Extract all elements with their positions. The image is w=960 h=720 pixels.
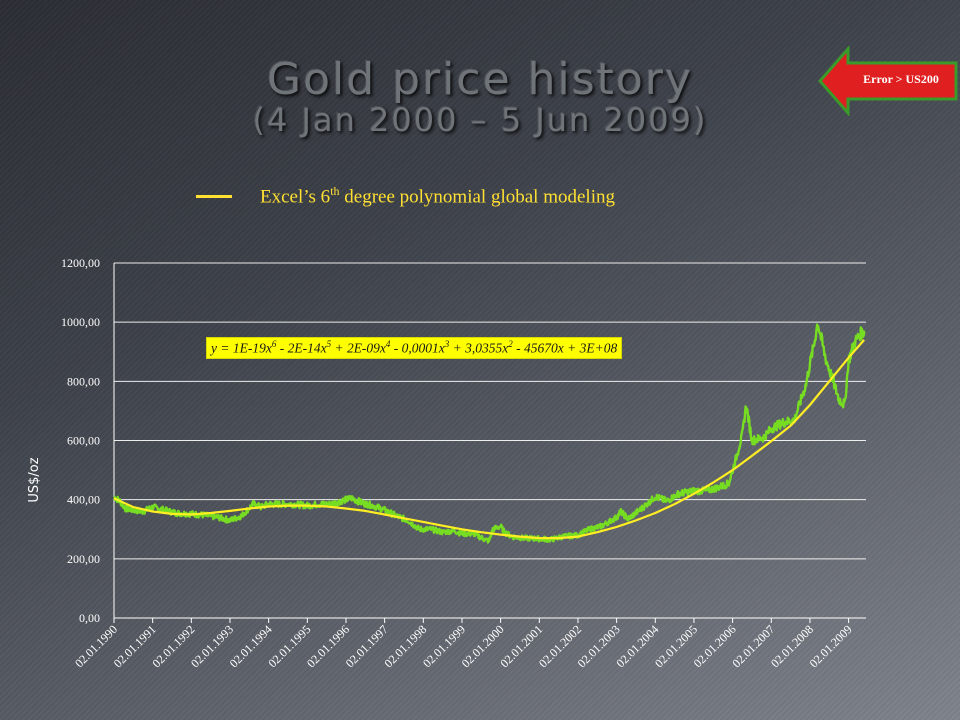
slide-title: Gold price history (4 Jan 2000 – 5 Jun 2…	[150, 54, 810, 139]
x-tick-label: 02.01.2009	[807, 622, 855, 670]
y-tick-label: 0,00	[79, 611, 100, 625]
error-nav-label: Error > US200	[863, 72, 939, 86]
left-arrow-icon	[818, 46, 958, 116]
trendline-legend-swatch	[196, 194, 232, 198]
y-tick-label: 200,00	[67, 552, 100, 566]
trendline-equation: y = 1E-19x6 - 2E-14x5 + 2E-09x4 - 0,0001…	[206, 337, 623, 359]
y-tick-label: 1200,00	[61, 256, 100, 270]
subtitle-text: Excel’s 6th degree polynomial global mod…	[260, 184, 615, 208]
legend-subtitle: Excel’s 6th degree polynomial global mod…	[196, 184, 615, 208]
title-line-2: (4 Jan 2000 – 5 Jun 2009)	[252, 101, 708, 139]
price-series-line	[113, 323, 866, 544]
y-axis-label: US$/oz	[27, 457, 42, 502]
y-tick-label: 1000,00	[61, 315, 100, 329]
error-nav-button[interactable]: Error > US200	[818, 46, 958, 116]
title-line-1: Gold price history	[267, 54, 693, 105]
trendline-series-line	[113, 339, 865, 540]
y-tick-label: 600,00	[67, 434, 100, 448]
y-tick-label: 800,00	[67, 374, 100, 388]
y-tick-label: 400,00	[67, 493, 100, 507]
